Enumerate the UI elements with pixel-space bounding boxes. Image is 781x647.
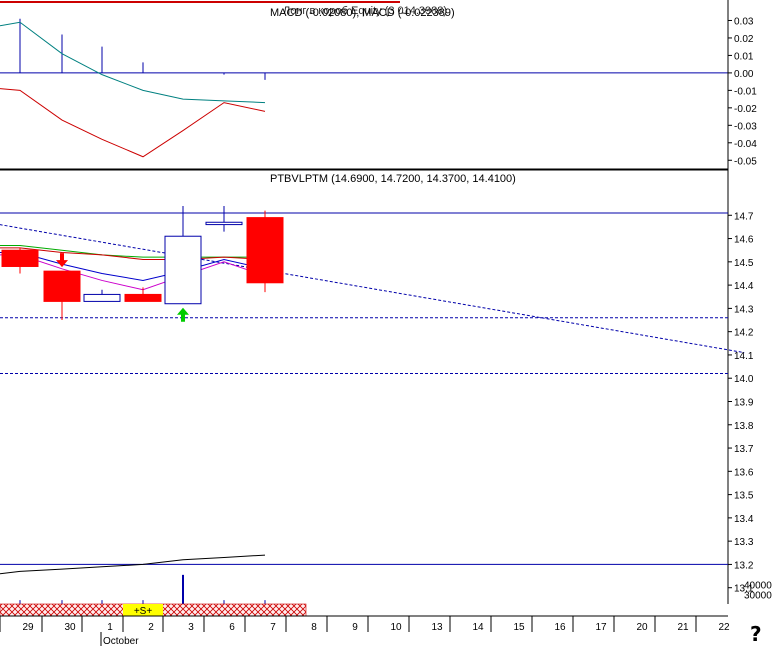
buy-arrow-icon <box>177 307 189 322</box>
macd-y-tick-label: -0.02 <box>734 104 757 115</box>
price-y-tick-label: 13.8 <box>734 421 754 432</box>
candle-body <box>43 270 81 302</box>
moving-average-line <box>0 247 266 261</box>
signal-line <box>0 88 266 158</box>
x-axis-tick-label: 14 <box>472 622 484 633</box>
x-axis-tick-label: 16 <box>554 622 566 633</box>
price-y-tick-label: 14.7 <box>734 211 754 222</box>
signal-highlight <box>123 604 163 616</box>
price-y-tick-label: 13.2 <box>734 560 754 571</box>
sell-arrow-icon <box>56 253 68 268</box>
equity-line <box>0 554 266 575</box>
x-axis-tick-label: 6 <box>229 622 235 633</box>
price-y-tick-label: 13.4 <box>734 514 754 525</box>
x-axis-tick-label: 8 <box>311 622 317 633</box>
price-y-tick-label: 14.0 <box>734 374 754 385</box>
equity-title: Лонг в короб Equity (3 014.3988) <box>283 5 447 17</box>
macd-y-tick-label: 0.01 <box>734 51 754 62</box>
price-y-tick-label: 14.2 <box>734 328 754 339</box>
candle-body <box>1 249 39 267</box>
macd-title: MACD (-0.02080), MACD (-0.022389) <box>270 7 455 19</box>
x-axis-tick-label: 30 <box>64 622 76 633</box>
macd-y-tick-label: -0.05 <box>734 156 757 167</box>
month-label: October <box>103 636 139 647</box>
price-y-tick-label: 13.9 <box>734 397 754 408</box>
x-axis-tick-label: 13 <box>431 622 443 633</box>
x-axis-tick-label: 21 <box>677 622 689 633</box>
help-icon[interactable]: ? <box>750 622 762 646</box>
x-axis-tick-label: 1 <box>107 622 113 633</box>
price-y-tick-label: 14.1 <box>734 351 754 362</box>
x-axis-tick-label: 2 <box>148 622 154 633</box>
macd-y-tick-label: -0.01 <box>734 86 757 97</box>
candle-body <box>83 293 121 302</box>
macd-y-tick-label: -0.04 <box>734 139 757 150</box>
price-y-tick-label: 14.4 <box>734 281 754 292</box>
price-y-tick-label: 13.3 <box>734 537 754 548</box>
x-axis-tick-label: 20 <box>636 622 648 633</box>
price-y-tick-label: 14.6 <box>734 235 754 246</box>
price-y-tick-label: 14.3 <box>734 304 754 315</box>
x-axis-tick-label: 10 <box>390 622 402 633</box>
macd-y-tick-label: -0.03 <box>734 121 757 132</box>
price-y-tick-label: 13.5 <box>734 491 754 502</box>
macd-y-tick-label: 0.03 <box>734 16 754 27</box>
price-y-tick-label: 14.5 <box>734 258 754 269</box>
x-axis-tick-label: 15 <box>513 622 525 633</box>
price-title: PTBVLPTM (14.6900, 14.7200, 14.3700, 14.… <box>270 173 516 185</box>
moving-average-line <box>0 245 265 258</box>
candle-body <box>205 221 243 226</box>
price-y-tick-label: 13.1 <box>734 584 754 595</box>
x-axis-tick-label: 9 <box>352 622 358 633</box>
x-axis-tick-label: 7 <box>270 622 276 633</box>
candle-body <box>124 293 162 302</box>
x-axis-tick-label: 29 <box>22 622 34 633</box>
volume-y-tick-label: 30000 <box>744 590 772 601</box>
trend-line <box>0 224 745 354</box>
macd-y-tick-label: 0.02 <box>734 34 754 45</box>
x-axis-tick-label: 3 <box>188 622 194 633</box>
candle-body <box>164 235 202 305</box>
x-axis-tick-label: 17 <box>595 622 607 633</box>
macd-line <box>0 21 266 104</box>
candle-body <box>246 217 284 284</box>
x-axis-tick-label: 22 <box>718 622 730 633</box>
volume-y-tick-label: 40000 <box>744 581 772 592</box>
price-y-tick-label: 13.6 <box>734 467 754 478</box>
macd-y-tick-label: 0.00 <box>734 69 754 80</box>
signal-label: +S+ <box>134 606 153 617</box>
price-y-tick-label: 13.7 <box>734 444 754 455</box>
